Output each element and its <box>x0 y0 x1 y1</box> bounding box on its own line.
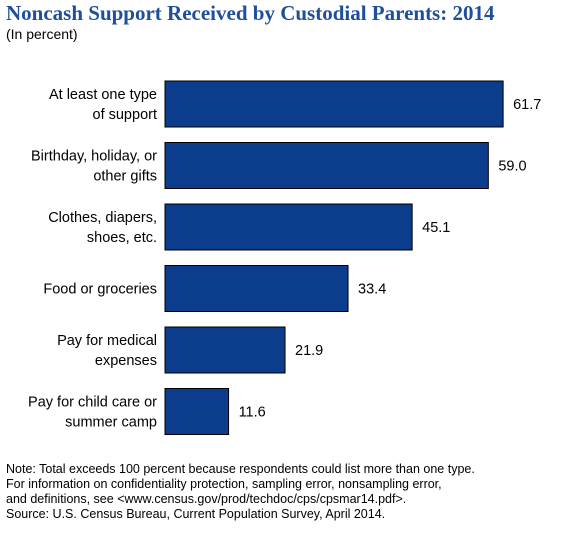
bar-chart: 61.7 At least one type of support 59.0 Birth… <box>28 80 541 435</box>
category-label: Pay for child care or <box>28 395 157 411</box>
category-label: other gifts <box>93 169 157 185</box>
bar-value-label: 59.0 <box>498 159 526 175</box>
category-label: summer camp <box>65 415 157 431</box>
category-label: Clothes, diapers, <box>48 210 157 226</box>
category-label: Food or groceries <box>43 282 157 298</box>
category-label: of support <box>93 107 158 123</box>
bar-value-label: 45.1 <box>422 220 450 236</box>
bar <box>164 203 413 251</box>
note-line: Note: Total exceeds 100 percent because … <box>6 462 475 476</box>
note-line: and definitions, see <www.census.gov/pro… <box>6 492 407 506</box>
category-label: Pay for medical <box>57 333 157 349</box>
note-line: For information on confidentiality prote… <box>6 477 442 491</box>
source-line: Source: U.S. Census Bureau, Current Popu… <box>6 507 386 521</box>
chart-title: Noncash Support Received by Custodial Pa… <box>6 1 495 25</box>
category-label: shoes, etc. <box>87 230 157 246</box>
chart-subtitle: (In percent) <box>6 26 78 42</box>
bar-value-label: 11.6 <box>239 405 266 421</box>
category-label: At least one type <box>49 87 157 103</box>
bar <box>164 265 349 312</box>
bar <box>164 80 504 128</box>
bar-value-label: 33.4 <box>358 282 386 298</box>
bar-value-label: 21.9 <box>295 343 323 359</box>
bar <box>164 326 286 374</box>
bar <box>164 388 230 435</box>
bar-value-label: 61.7 <box>513 97 541 113</box>
bar <box>164 142 489 189</box>
category-label: Birthday, holiday, or <box>31 149 157 165</box>
chart-notes: Note: Total exceeds 100 percent because … <box>6 462 574 522</box>
category-label: expenses <box>95 353 157 369</box>
